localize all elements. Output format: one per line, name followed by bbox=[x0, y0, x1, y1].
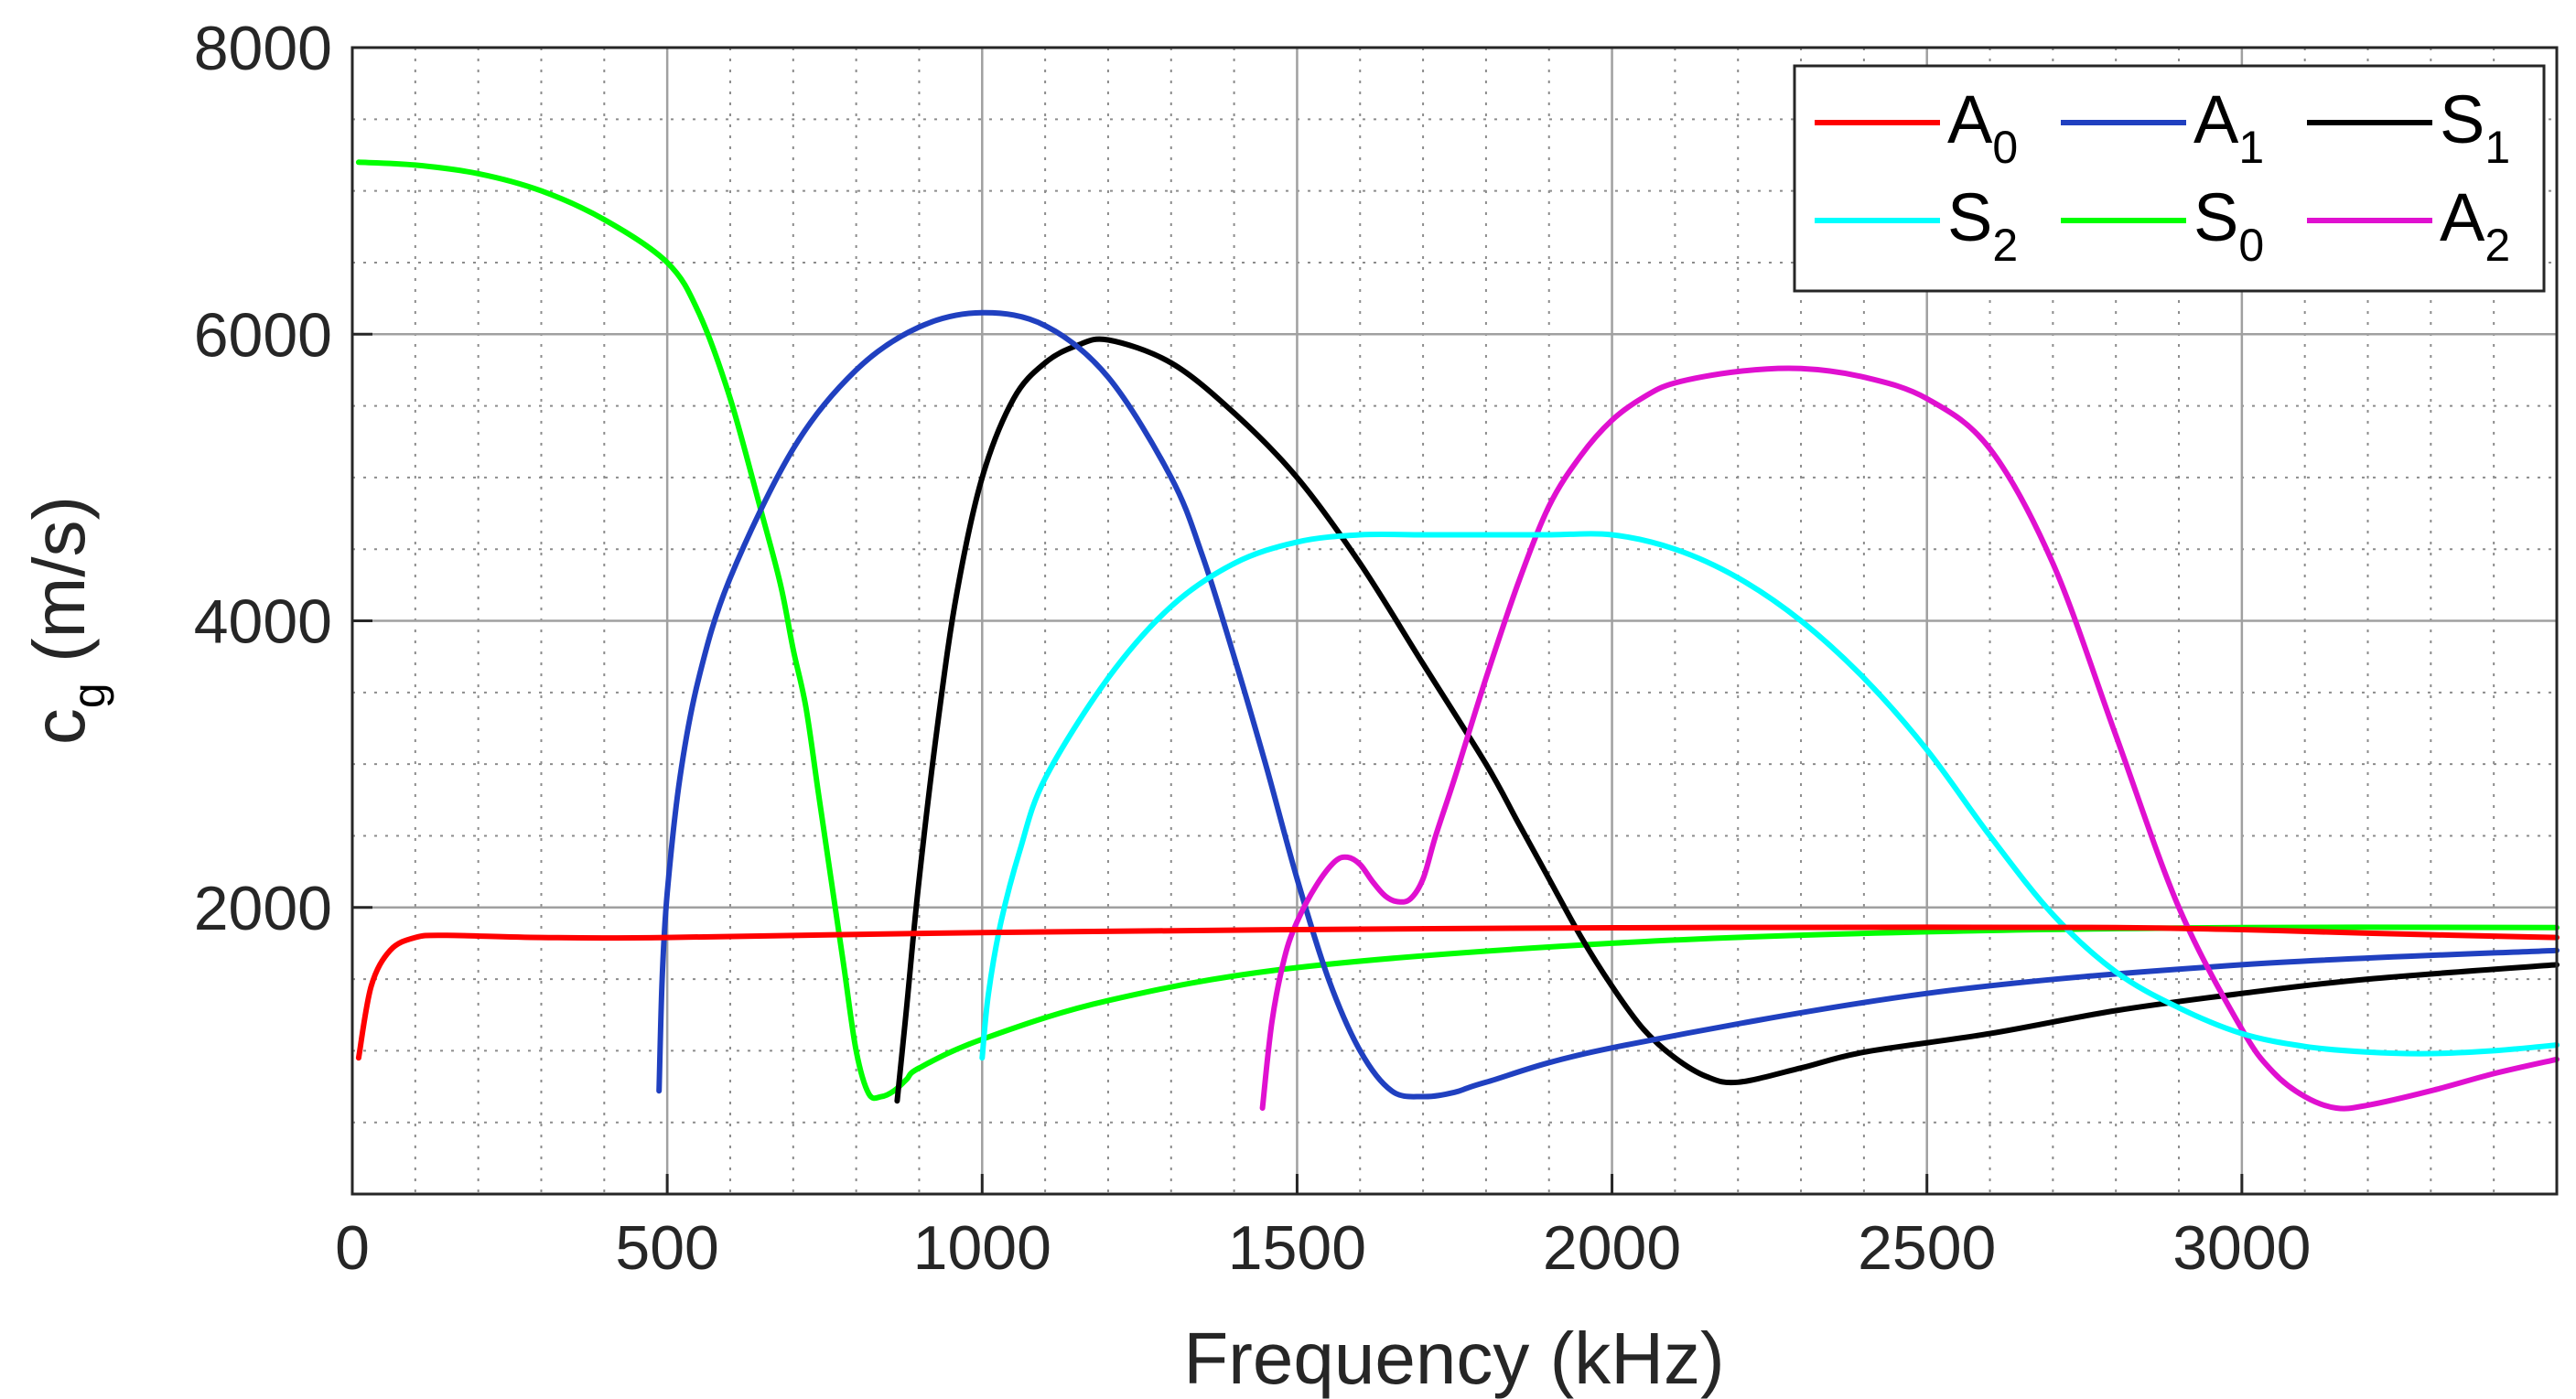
y-axis-label-unit: (m/s) bbox=[18, 496, 100, 683]
x-tick-label: 2000 bbox=[1543, 1213, 1681, 1283]
y-axis-label-sub: g bbox=[63, 683, 114, 708]
x-axis-label: Frequency (kHz) bbox=[1183, 1318, 1724, 1399]
x-tick-label: 2500 bbox=[1858, 1213, 1996, 1283]
x-tick-label: 0 bbox=[335, 1213, 370, 1283]
series-line-s2 bbox=[979, 531, 2560, 1061]
series-layer bbox=[355, 159, 2560, 1112]
legend-label-s0: S0 bbox=[2193, 179, 2264, 271]
x-tick-label: 500 bbox=[615, 1213, 718, 1283]
x-tick-label: 1000 bbox=[913, 1213, 1051, 1283]
legend-label-a1: A1 bbox=[2193, 81, 2264, 173]
legend-label-s1: S1 bbox=[2440, 81, 2510, 173]
y-tick-label: 2000 bbox=[194, 874, 332, 943]
series-line-a1 bbox=[656, 309, 2560, 1100]
y-axis-label-main: c bbox=[18, 708, 100, 745]
x-tick-label: 3000 bbox=[2172, 1213, 2311, 1283]
major-grid bbox=[352, 46, 2557, 1194]
y-axis-ticks: 2000 4000 6000 8000 bbox=[194, 14, 372, 943]
legend-label-a2: A2 bbox=[2440, 179, 2510, 271]
x-tick-label: 1500 bbox=[1228, 1213, 1366, 1283]
x-axis-ticks: 0 500 1000 1500 2000 2500 3000 bbox=[335, 1174, 2311, 1283]
legend-label-s2: S2 bbox=[1947, 179, 2018, 271]
y-tick-label: 4000 bbox=[194, 587, 332, 657]
y-tick-label: 6000 bbox=[194, 300, 332, 370]
series-line-s0 bbox=[355, 159, 2560, 1102]
y-tick-label: 8000 bbox=[194, 14, 332, 83]
svg-text:cg (m/s): cg (m/s) bbox=[18, 496, 114, 745]
legend-box bbox=[1793, 64, 2546, 293]
series-line-a2 bbox=[1259, 365, 2560, 1112]
y-axis-label: cg (m/s) bbox=[18, 496, 114, 745]
series-line-a0 bbox=[355, 924, 2560, 1061]
legend-label-a0: A0 bbox=[1947, 81, 2018, 173]
